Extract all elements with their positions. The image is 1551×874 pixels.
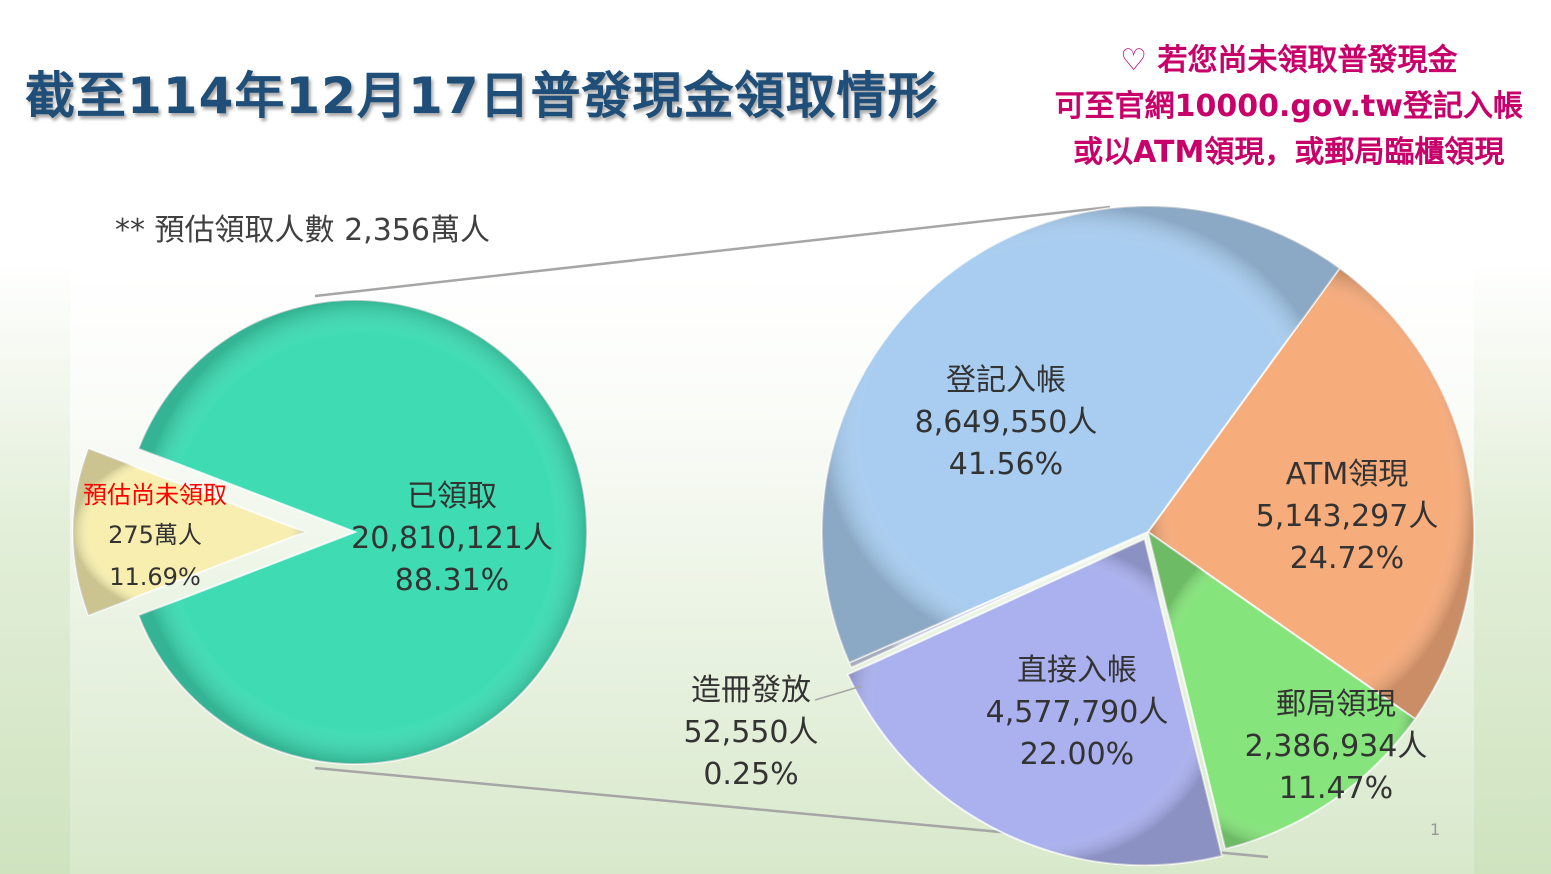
label-roster-line-2: 52,550人 [684, 715, 819, 750]
label-not-received-line-1: 275萬人 [108, 521, 202, 549]
label-direct-deposit-line-3: 22.00% [1020, 737, 1134, 772]
page-title: 截至114年12月17日普發現金領取情形 [25, 67, 939, 125]
label-received-line-1: 已領取 [407, 479, 497, 514]
label-atm-line-1: ATM領現 [1286, 457, 1408, 492]
slice-not-received-shading [73, 448, 305, 616]
label-received-line-2: 20,810,121人 [351, 521, 553, 556]
notice-line-1: 若您尚未領取普發現金 [1157, 43, 1458, 78]
slice-atm-shading [1148, 268, 1475, 719]
notice-line-2: 可至官網10000.gov.tw登記入帳 [1054, 89, 1523, 124]
slice-direct-deposit-shading [847, 539, 1222, 866]
slice-post-office-shading [1148, 532, 1416, 849]
label-post-office-line-2: 2,386,934人 [1245, 729, 1428, 764]
heart-outline-icon: ♡ [1120, 43, 1148, 78]
label-direct-deposit-line-2: 4,577,790人 [986, 695, 1169, 730]
page-number: 1 [1430, 820, 1441, 839]
label-direct-deposit-line-1: 直接入帳 [1017, 653, 1137, 688]
slice-roster-shading [849, 532, 1148, 668]
label-roster-line-1: 造冊發放 [691, 673, 811, 708]
label-registered-line-3: 41.56% [949, 447, 1063, 482]
label-atm-line-3: 24.72% [1290, 541, 1404, 576]
notice-line-3: 或以ATM領現，或郵局臨櫃領現 [1073, 135, 1505, 170]
leader-line-roster [814, 685, 863, 701]
label-post-office-line-1: 郵局領現 [1276, 687, 1396, 722]
label-received-line-3: 88.31% [395, 563, 509, 598]
label-registered-line-2: 8,649,550人 [915, 405, 1098, 440]
label-post-office-line-3: 11.47% [1279, 771, 1393, 806]
label-roster-line-3: 0.25% [703, 757, 798, 792]
label-registered-line-1: 登記入帳 [946, 363, 1066, 398]
label-not-received-title-line-1: 預估尚未領取 [83, 481, 227, 509]
estimate-note: ** 預估領取人數 2,356萬人 [115, 213, 490, 248]
connector-line-top [314, 205, 1111, 298]
label-not-received-line-2: 11.69% [109, 563, 201, 591]
slice-registered-shading [821, 205, 1340, 663]
notice-box: ♡ 若您尚未領取普發現金 可至官網10000.gov.tw登記入帳 或以ATM領… [1055, 38, 1523, 176]
label-atm-line-2: 5,143,297人 [1256, 499, 1439, 534]
slice-received-shading [138, 300, 588, 764]
